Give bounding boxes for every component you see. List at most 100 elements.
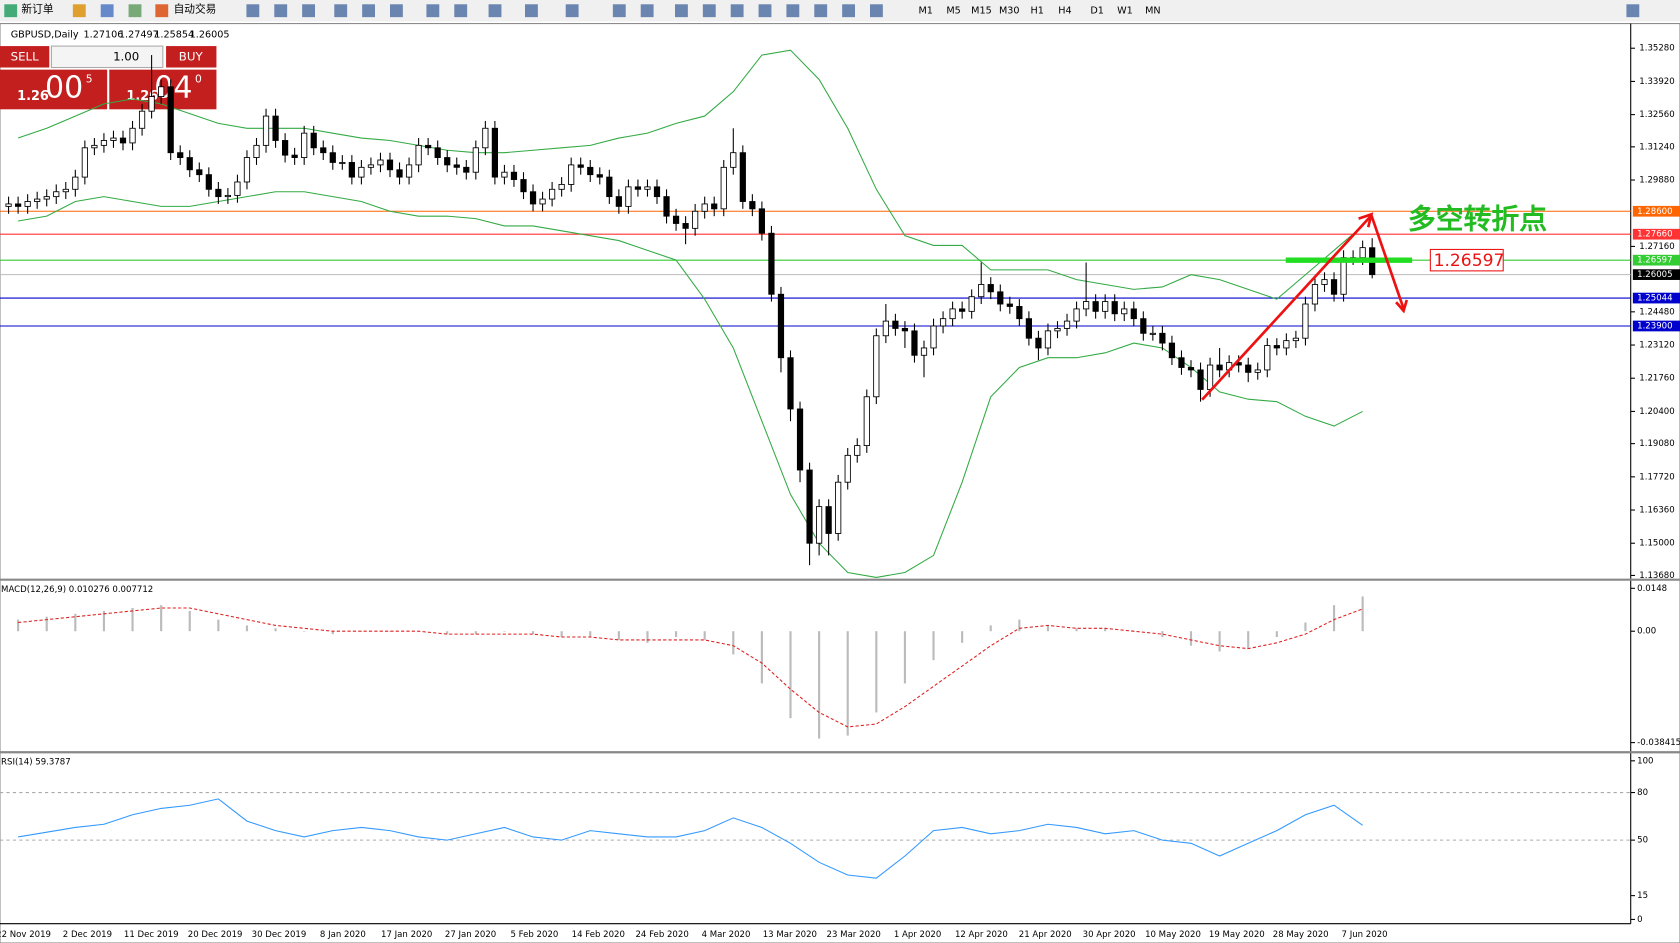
buy-button[interactable]	[166, 46, 217, 68]
icon[interactable]	[612, 4, 626, 18]
lot-value[interactable]: 1.00	[113, 49, 139, 63]
candle-body	[196, 169, 203, 176]
icon[interactable]	[246, 4, 260, 18]
plot: 1.35280 1.33920 1.32560 1.31240 1.29880 1.271…	[0, 44, 1680, 940]
candle-body	[491, 127, 498, 178]
candle-body	[444, 157, 451, 166]
candle-body	[396, 169, 403, 178]
y-tick-label: 1.27160	[1639, 242, 1674, 252]
candle-body	[72, 176, 79, 190]
icon[interactable]	[362, 4, 375, 18]
trend-arrow	[1201, 214, 1373, 401]
icon[interactable]	[4, 4, 18, 18]
candle-body	[796, 408, 804, 471]
y-tick-label: 1.13680	[1639, 571, 1674, 581]
macd-bar	[789, 631, 792, 719]
sell-button[interactable]	[0, 46, 50, 68]
timeframe-button[interactable]: M1	[918, 6, 932, 17]
macd-bar	[1018, 619, 1021, 632]
icon[interactable]	[72, 4, 86, 18]
icon[interactable]	[702, 4, 716, 18]
sell-price-box[interactable]	[0, 69, 108, 110]
icon[interactable]	[128, 4, 142, 18]
icon[interactable]	[488, 4, 502, 18]
candle-body	[777, 293, 785, 359]
candle-body	[1206, 364, 1214, 390]
search-icon[interactable]	[1626, 4, 1640, 18]
macd-bar	[1332, 605, 1336, 632]
macd-bar	[818, 631, 821, 739]
icon[interactable]	[454, 4, 468, 18]
candle-body	[806, 469, 813, 544]
icon[interactable]	[870, 4, 883, 18]
timeframe-button[interactable]: H4	[1058, 6, 1071, 17]
macd-bar	[388, 631, 392, 632]
sell-label[interactable]: SELL	[11, 49, 39, 63]
timeframe-button[interactable]: MN	[1145, 6, 1161, 17]
icon[interactable]	[730, 4, 744, 18]
candle-body	[62, 188, 69, 193]
icon[interactable]	[842, 4, 855, 18]
toolbar	[0, 0, 1680, 22]
macd-bar	[217, 619, 220, 632]
candle-body	[501, 171, 508, 178]
candle-body	[701, 203, 708, 212]
level-tag	[1632, 320, 1680, 332]
new-order-button[interactable]: 新订单	[21, 3, 53, 16]
timeframe-button[interactable]: H1	[1030, 6, 1043, 17]
level-label: 1.26597	[1637, 256, 1672, 266]
candle-body	[978, 284, 985, 298]
candle-body	[253, 144, 260, 159]
icon[interactable]	[100, 4, 114, 18]
macd-bar	[675, 631, 678, 638]
candle-body	[329, 152, 336, 163]
icon[interactable]	[814, 4, 828, 18]
icon[interactable]	[274, 4, 288, 18]
candle-body	[1359, 247, 1366, 259]
candle-body	[1292, 337, 1299, 342]
icon[interactable]	[302, 4, 315, 18]
timeframe-button[interactable]: M5	[946, 6, 960, 17]
timeframe-button[interactable]: W1	[1117, 6, 1133, 17]
icon[interactable]	[334, 4, 348, 18]
candle-body	[24, 201, 31, 207]
icon[interactable]	[675, 4, 688, 18]
auto-trading-button[interactable]: 自动交易	[174, 3, 217, 16]
timeframe-button[interactable]: D1	[1090, 6, 1104, 17]
macd-bar	[646, 631, 649, 643]
lot-input[interactable]	[50, 45, 164, 69]
macd-bar	[875, 631, 878, 713]
icon[interactable]	[426, 4, 440, 18]
icon[interactable]	[565, 4, 579, 18]
icon[interactable]	[786, 4, 800, 18]
icon[interactable]	[155, 4, 169, 18]
candle-body	[358, 166, 365, 178]
candle-body	[177, 152, 184, 159]
timeframe-button[interactable]: M30	[999, 6, 1020, 17]
macd-bar	[1304, 622, 1307, 632]
x-tick-label: 13 Mar 2020	[763, 930, 817, 940]
macd-bar	[331, 631, 334, 635]
icon[interactable]	[758, 4, 772, 18]
buy-label[interactable]: BUY	[179, 49, 204, 63]
candle-body	[129, 127, 136, 144]
candle-body	[739, 152, 746, 202]
candle-body	[415, 144, 422, 166]
macd-bar	[274, 628, 277, 632]
level-tag	[1632, 269, 1680, 280]
macd-bar	[188, 610, 191, 632]
macd-bar	[45, 616, 48, 632]
macd-bar	[74, 613, 77, 632]
icon[interactable]	[525, 4, 538, 18]
candle-body	[1283, 340, 1290, 349]
candle-body	[682, 223, 689, 229]
x-tick-label: 4 Mar 2020	[702, 930, 751, 940]
icon[interactable]	[640, 4, 654, 18]
candle-body	[1216, 364, 1223, 371]
x-tick-label: 27 Jan 2020	[445, 930, 496, 940]
timeframe-button[interactable]: M15	[971, 6, 992, 17]
macd-bar	[102, 610, 105, 632]
icon[interactable]	[390, 4, 403, 18]
x-tick-label: 22 Nov 2019	[0, 930, 51, 940]
